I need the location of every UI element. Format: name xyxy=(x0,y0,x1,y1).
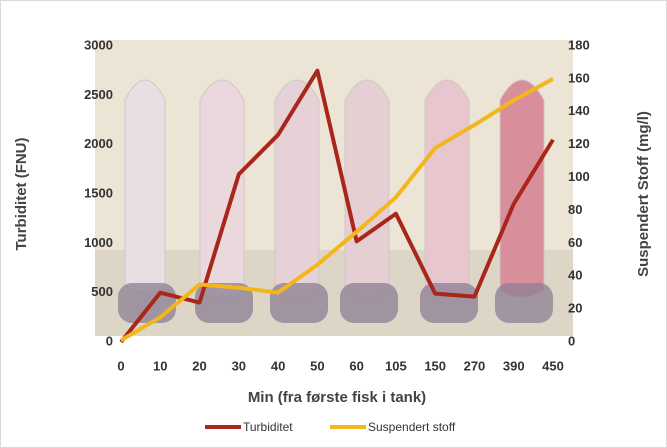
x-tick-label: 0 xyxy=(117,358,124,373)
y2-tick-label: 60 xyxy=(568,235,582,250)
y2-tick-label: 80 xyxy=(568,202,582,217)
y2-tick-label: 100 xyxy=(568,169,590,184)
legend-label: Turbiditet xyxy=(243,420,293,434)
x-tick-label: 40 xyxy=(271,358,285,373)
y2-tick-label: 160 xyxy=(568,70,590,85)
y2-axis-title: Suspendert Stoff (mg/l) xyxy=(635,111,652,277)
x-tick-label: 10 xyxy=(153,358,167,373)
line-series xyxy=(119,77,554,343)
y2-tick-label: 180 xyxy=(568,37,590,52)
x-tick-label: 20 xyxy=(192,358,206,373)
y-tick-label: 1000 xyxy=(84,235,113,250)
y-tick-label: 3000 xyxy=(84,37,113,52)
x-tick-label: 450 xyxy=(542,358,564,373)
legend-label: Suspendert stoff xyxy=(368,420,456,434)
x-tick-label: 50 xyxy=(310,358,324,373)
y2-tick-label: 0 xyxy=(568,333,575,348)
x-tick-label: 270 xyxy=(464,358,486,373)
y-tick-label: 2500 xyxy=(84,87,113,102)
y2-tick-label: 120 xyxy=(568,136,590,151)
x-tick-label: 60 xyxy=(349,358,363,373)
photo-background xyxy=(95,40,573,336)
y2-tick-label: 20 xyxy=(568,301,582,316)
x-tick-label: 390 xyxy=(503,358,525,373)
y2-tick-label: 40 xyxy=(568,268,582,283)
y-tick-label: 500 xyxy=(91,284,113,299)
y-tick-label: 0 xyxy=(106,333,113,348)
y2-tick-label: 140 xyxy=(568,103,590,118)
line-series xyxy=(119,68,555,344)
x-tick-label: 150 xyxy=(424,358,446,373)
y-axis-title: Turbiditet (FNU) xyxy=(13,137,30,250)
y-tick-label: 2000 xyxy=(84,136,113,151)
x-tick-label: 105 xyxy=(385,358,407,373)
x-axis-title: Min (fra første fisk i tank) xyxy=(248,389,426,406)
x-tick-label: 30 xyxy=(232,358,246,373)
y-tick-label: 1500 xyxy=(84,185,113,200)
